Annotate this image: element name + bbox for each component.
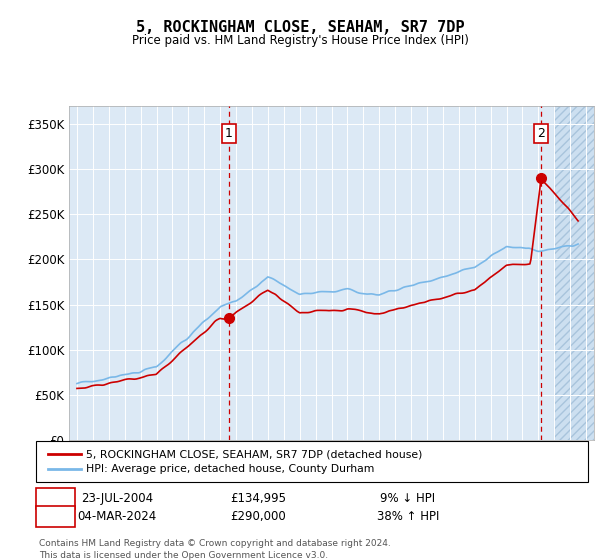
- Text: 1: 1: [52, 492, 59, 505]
- Text: Price paid vs. HM Land Registry's House Price Index (HPI): Price paid vs. HM Land Registry's House …: [131, 34, 469, 46]
- Bar: [554, 106, 594, 440]
- Text: £134,995: £134,995: [230, 492, 286, 505]
- Text: 38% ↑ HPI: 38% ↑ HPI: [377, 510, 439, 523]
- Text: 2: 2: [52, 510, 59, 523]
- Text: 2: 2: [537, 127, 545, 140]
- Text: 9% ↓ HPI: 9% ↓ HPI: [380, 492, 436, 505]
- Text: Contains HM Land Registry data © Crown copyright and database right 2024.
This d: Contains HM Land Registry data © Crown c…: [39, 539, 391, 559]
- Text: 5, ROCKINGHAM CLOSE, SEAHAM, SR7 7DP: 5, ROCKINGHAM CLOSE, SEAHAM, SR7 7DP: [136, 20, 464, 35]
- Text: 1: 1: [225, 127, 233, 140]
- Text: HPI: Average price, detached house, County Durham: HPI: Average price, detached house, Coun…: [86, 464, 374, 474]
- Text: £290,000: £290,000: [230, 510, 286, 523]
- Text: 5, ROCKINGHAM CLOSE, SEAHAM, SR7 7DP (detached house): 5, ROCKINGHAM CLOSE, SEAHAM, SR7 7DP (de…: [86, 449, 422, 459]
- Bar: [554, 106, 594, 440]
- Text: 23-JUL-2004: 23-JUL-2004: [81, 492, 153, 505]
- Text: 04-MAR-2024: 04-MAR-2024: [77, 510, 157, 523]
